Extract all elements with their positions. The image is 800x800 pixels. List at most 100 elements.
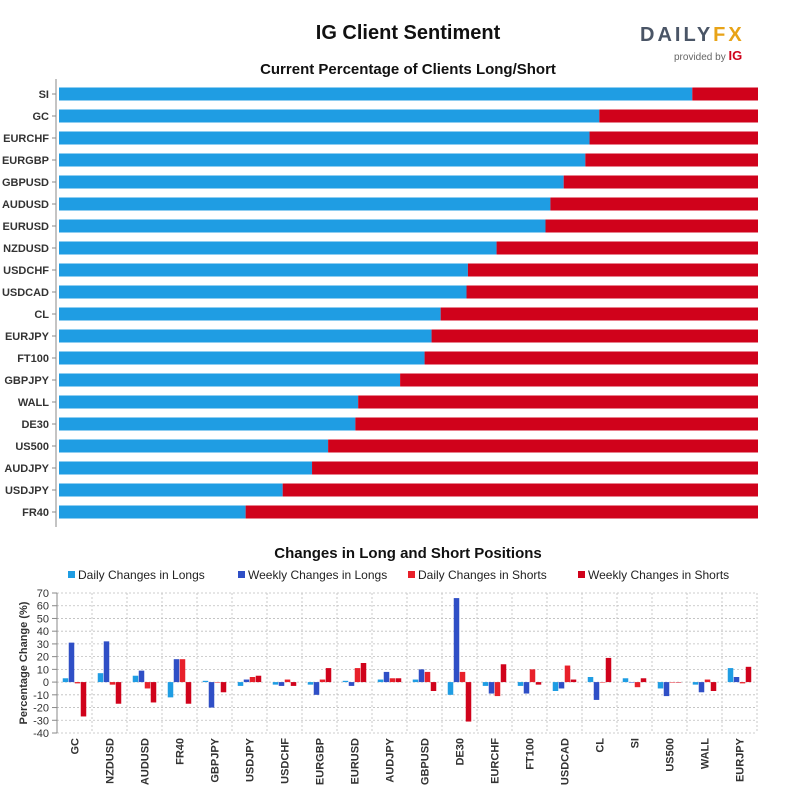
long-bar-audjpy bbox=[59, 461, 313, 475]
changes-category-label-cl: CL bbox=[595, 738, 607, 753]
sentiment-category-label-eurusd: EURUSD bbox=[3, 221, 50, 233]
sentiment-category-label-eurchf: EURCHF bbox=[3, 133, 49, 145]
change-bar-gc-daily-changes-in-shorts bbox=[74, 682, 81, 684]
change-bar-eurchf-daily-changes-in-shorts bbox=[494, 682, 501, 697]
change-bar-eurusd-weekly-changes-in-longs bbox=[348, 682, 355, 686]
legend-item-daily-shorts[interactable]: Daily Changes in Shorts bbox=[408, 568, 547, 582]
dailyfx-logo: DAILYFX provided by IG bbox=[640, 24, 750, 64]
change-bar-audjpy-weekly-changes-in-longs bbox=[383, 671, 390, 683]
short-bar-ft100 bbox=[424, 351, 758, 365]
long-bar-nzdusd bbox=[59, 241, 497, 255]
changes-category-label-si: SI bbox=[630, 738, 642, 748]
short-bar-gc bbox=[599, 109, 758, 123]
change-bar-eurchf-weekly-changes-in-longs bbox=[488, 682, 495, 694]
logo-brand-daily: DAILY bbox=[640, 24, 714, 46]
short-bar-fr40 bbox=[245, 505, 758, 519]
change-bar-si-daily-changes-in-shorts bbox=[634, 682, 641, 688]
change-bar-usdchf-weekly-changes-in-longs bbox=[278, 682, 285, 686]
long-bar-gc bbox=[59, 109, 600, 123]
sentiment-category-label-gc: GC bbox=[33, 111, 50, 123]
change-bar-audjpy-daily-changes-in-longs bbox=[377, 679, 384, 683]
change-bar-si-weekly-changes-in-longs bbox=[628, 682, 635, 683]
sentiment-category-label-eurgbp: EURGBP bbox=[2, 155, 49, 167]
change-bar-eurgbp-weekly-changes-in-shorts bbox=[325, 668, 332, 683]
y-tick-label: 40 bbox=[37, 626, 49, 638]
legend-swatch-daily-longs bbox=[68, 571, 75, 578]
y-tick-label: 60 bbox=[37, 601, 49, 613]
sentiment-category-label-usdcad: USDCAD bbox=[2, 287, 49, 299]
change-bar-ft100-daily-changes-in-longs bbox=[517, 682, 524, 686]
y-tick-label: 20 bbox=[37, 652, 49, 664]
legend-item-weekly-longs[interactable]: Weekly Changes in Longs bbox=[238, 568, 387, 582]
change-bar-us500-weekly-changes-in-longs bbox=[663, 682, 670, 697]
change-bar-usdjpy-weekly-changes-in-shorts bbox=[255, 675, 262, 683]
change-bar-usdcad-daily-changes-in-shorts bbox=[564, 665, 571, 683]
changes-category-label-wall: WALL bbox=[700, 738, 712, 769]
sentiment-chart: SI GC EURCHF EURGBP GBPUSD AUDUSD EURUSD NZDUSD… bbox=[2, 79, 758, 527]
main-title: IG Client Sentiment bbox=[315, 22, 501, 44]
logo-ig: IG bbox=[728, 48, 743, 63]
sentiment-category-label-ft100: FT100 bbox=[17, 353, 49, 365]
legend-swatch-weekly-shorts bbox=[578, 571, 585, 578]
y-tick-label: 10 bbox=[37, 664, 49, 676]
y-tick-label: 50 bbox=[37, 613, 49, 625]
legend-label-daily-shorts: Daily Changes in Shorts bbox=[418, 568, 547, 582]
short-bar-eurchf bbox=[589, 131, 758, 145]
change-bar-nzdusd-daily-changes-in-longs bbox=[97, 673, 104, 683]
short-bar-si bbox=[692, 87, 758, 101]
y-tick-label: -30 bbox=[33, 715, 49, 727]
changes-category-label-eurjpy: EURJPY bbox=[735, 737, 747, 782]
change-bar-eurusd-daily-changes-in-longs bbox=[342, 680, 349, 683]
change-bar-de30-weekly-changes-in-shorts bbox=[465, 682, 472, 722]
long-bar-usdjpy bbox=[59, 483, 283, 497]
change-bar-gbpusd-daily-changes-in-shorts bbox=[424, 671, 431, 683]
change-bar-gbpusd-weekly-changes-in-shorts bbox=[430, 682, 437, 691]
changes-category-label-eurusd: EURUSD bbox=[350, 738, 362, 785]
change-bar-usdjpy-weekly-changes-in-longs bbox=[243, 679, 250, 683]
y-tick-label: -20 bbox=[33, 703, 49, 715]
change-bar-nzdusd-daily-changes-in-shorts bbox=[109, 682, 116, 685]
change-bar-gbpusd-daily-changes-in-longs bbox=[412, 679, 419, 683]
legend-label-weekly-longs: Weekly Changes in Longs bbox=[248, 568, 388, 582]
legend-item-weekly-shorts[interactable]: Weekly Changes in Shorts bbox=[578, 568, 729, 582]
y-tick-label: -10 bbox=[33, 690, 49, 702]
changes-category-label-eurchf: EURCHF bbox=[490, 738, 502, 784]
change-bar-usdcad-daily-changes-in-longs bbox=[552, 682, 559, 691]
short-bar-usdchf bbox=[467, 263, 758, 277]
legend-label-weekly-shorts: Weekly Changes in Shorts bbox=[588, 568, 730, 582]
long-bar-eurchf bbox=[59, 131, 590, 145]
legend-item-daily-longs[interactable]: Daily Changes in Longs bbox=[68, 568, 205, 582]
long-bar-cl bbox=[59, 307, 441, 321]
change-bar-eurjpy-weekly-changes-in-shorts bbox=[745, 666, 752, 683]
legend-label-daily-longs: Daily Changes in Longs bbox=[78, 568, 205, 582]
change-bar-gbpusd-weekly-changes-in-longs bbox=[418, 669, 425, 683]
long-bar-wall bbox=[59, 395, 359, 409]
change-bar-ft100-daily-changes-in-shorts bbox=[529, 669, 536, 683]
change-bar-us500-weekly-changes-in-shorts bbox=[675, 682, 682, 683]
long-bar-eurjpy bbox=[59, 329, 432, 343]
change-bar-usdcad-weekly-changes-in-shorts bbox=[570, 679, 577, 683]
change-bar-fr40-weekly-changes-in-shorts bbox=[185, 682, 192, 704]
short-bar-gbpusd bbox=[563, 175, 758, 189]
changes-category-label-ft100: FT100 bbox=[525, 738, 537, 770]
change-bar-eurjpy-daily-changes-in-shorts bbox=[739, 682, 746, 684]
short-bar-eurgbp bbox=[585, 153, 758, 167]
short-bar-audusd bbox=[550, 197, 758, 211]
change-bar-cl-daily-changes-in-longs bbox=[587, 677, 594, 683]
change-bar-audusd-daily-changes-in-longs bbox=[132, 675, 139, 683]
long-bar-audusd bbox=[59, 197, 551, 211]
change-bar-eurjpy-daily-changes-in-longs bbox=[727, 668, 734, 683]
change-bar-usdjpy-daily-changes-in-longs bbox=[237, 682, 244, 686]
change-bar-audusd-weekly-changes-in-shorts bbox=[150, 682, 157, 703]
change-bar-eurchf-weekly-changes-in-shorts bbox=[500, 664, 507, 683]
change-bar-cl-weekly-changes-in-longs bbox=[593, 682, 600, 700]
sentiment-category-label-gbpjpy: GBPJPY bbox=[4, 375, 49, 387]
change-bar-wall-weekly-changes-in-shorts bbox=[710, 682, 717, 691]
change-bar-si-weekly-changes-in-shorts bbox=[640, 678, 647, 683]
y-tick-label: 0 bbox=[43, 677, 49, 689]
y-tick-label: -40 bbox=[33, 728, 49, 740]
changes-category-label-gc: GC bbox=[70, 738, 82, 755]
change-bar-de30-daily-changes-in-longs bbox=[447, 682, 454, 695]
